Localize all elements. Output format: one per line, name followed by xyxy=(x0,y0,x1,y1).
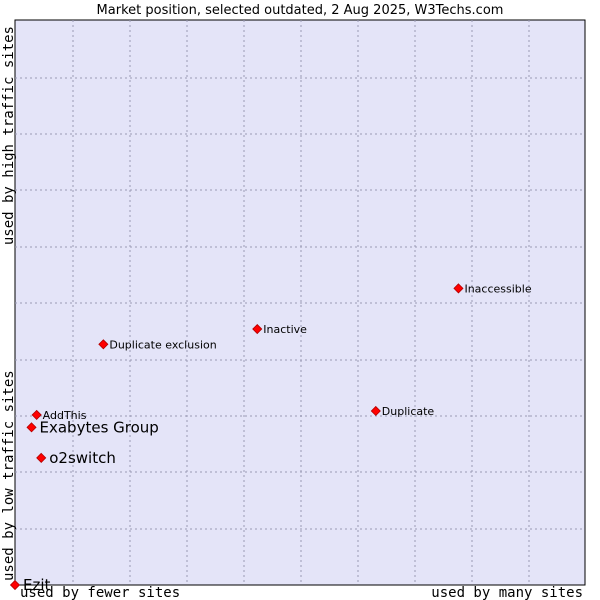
data-point-marker xyxy=(98,339,109,350)
data-point-label: Duplicate xyxy=(382,405,435,418)
data-point-label: Inaccessible xyxy=(464,282,531,295)
data-point-marker xyxy=(36,452,47,463)
x-axis-label-right: used by many sites xyxy=(431,585,583,600)
data-point-label: Ezit xyxy=(23,576,51,594)
data-points: Inaccessible Inactive Duplicate exclusion D… xyxy=(9,282,532,594)
data-point-marker xyxy=(370,405,381,417)
data-point-marker xyxy=(9,579,21,591)
data-point-marker xyxy=(252,323,263,335)
data-point-label: AddThis xyxy=(43,409,87,422)
data-point-label: Inactive xyxy=(263,323,307,336)
x-axis-label-left: used by fewer sites xyxy=(20,585,180,600)
data-point-label: o2switch xyxy=(49,449,116,467)
data-point-label: Exabytes Group xyxy=(40,418,159,436)
data-point-marker xyxy=(26,422,37,433)
data-point-marker xyxy=(453,283,464,294)
data-point-marker xyxy=(31,409,42,421)
y-axis-label-high: used by high traffic sites xyxy=(1,26,17,245)
chart-title: Market position, selected outdated, 2 Au… xyxy=(97,3,504,18)
data-point-label: Duplicate exclusion xyxy=(109,338,216,351)
y-axis-label-low: used by low traffic sites xyxy=(1,370,17,581)
grid-lines xyxy=(15,20,585,585)
